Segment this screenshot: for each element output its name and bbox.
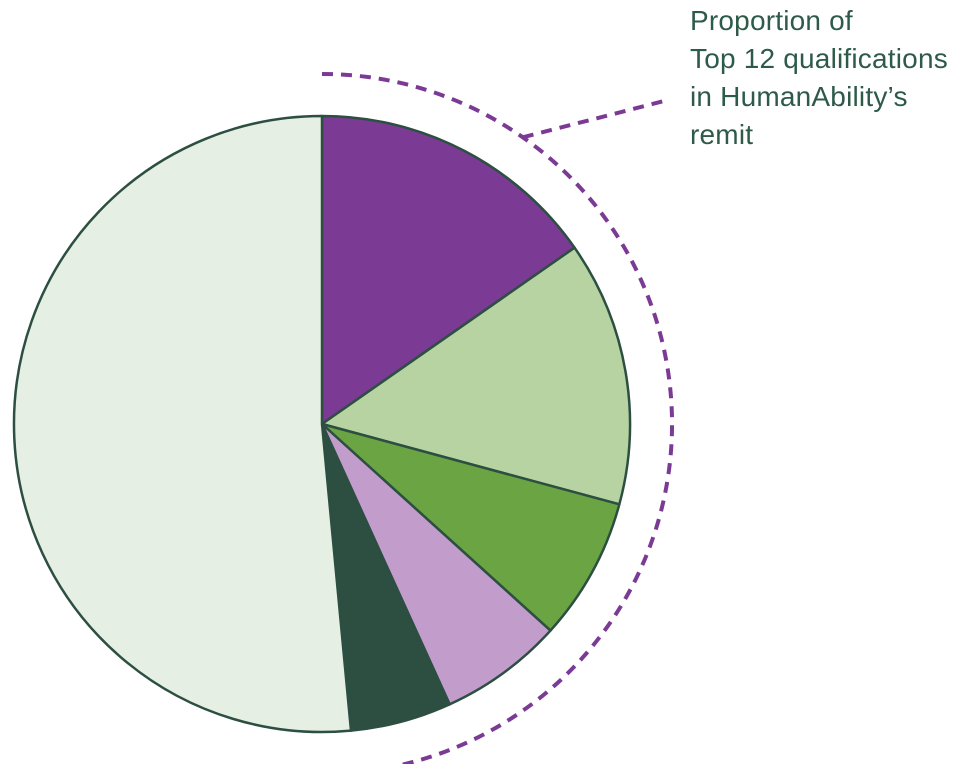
- pie-slice-2: [320, 246, 632, 506]
- annotation-line-1: Proportion of: [690, 5, 853, 36]
- annotation-label: Proportion of Top 12 qualifications in H…: [690, 2, 979, 154]
- pie-slices: [12, 114, 632, 734]
- pie-slice-3: [320, 422, 621, 632]
- remit-bracket-leader: [522, 98, 669, 140]
- pie-slice-6: [12, 114, 353, 734]
- pie-slice-1: [320, 114, 576, 426]
- annotation-line-3: in HumanAbility’s: [690, 81, 908, 112]
- annotation-line-2: Top 12 qualifications: [690, 43, 948, 74]
- annotation-line-4: remit: [690, 119, 754, 150]
- remit-bracket-arc: [321, 72, 674, 764]
- pie-slice-4: [320, 422, 552, 706]
